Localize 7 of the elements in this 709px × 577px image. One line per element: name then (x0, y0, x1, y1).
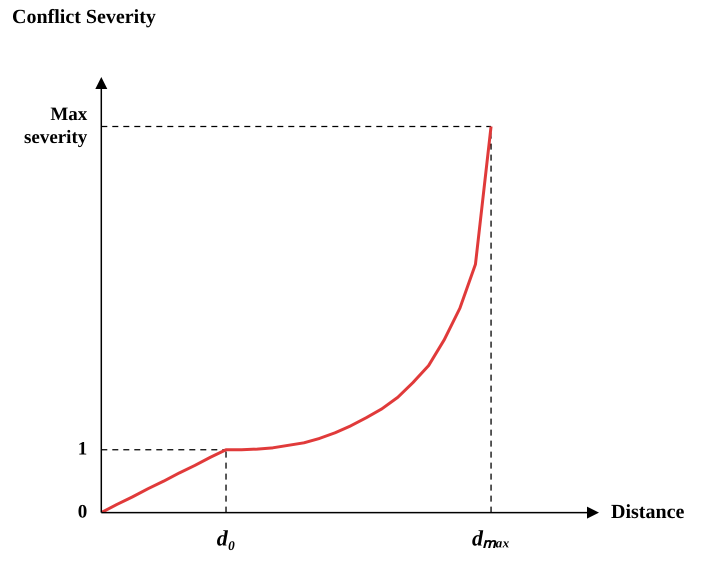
y-axis-title: Conflict Severity (12, 6, 156, 28)
y-tick-label: Max severity (24, 104, 88, 148)
y-tick-label: 1 (78, 438, 88, 460)
x-axis-title: Distance (611, 500, 684, 523)
x-tick-label: d₀ (216, 525, 236, 550)
x-tick-label: dₘₐₓ (472, 525, 510, 550)
y-tick-label: 0 (78, 502, 88, 523)
